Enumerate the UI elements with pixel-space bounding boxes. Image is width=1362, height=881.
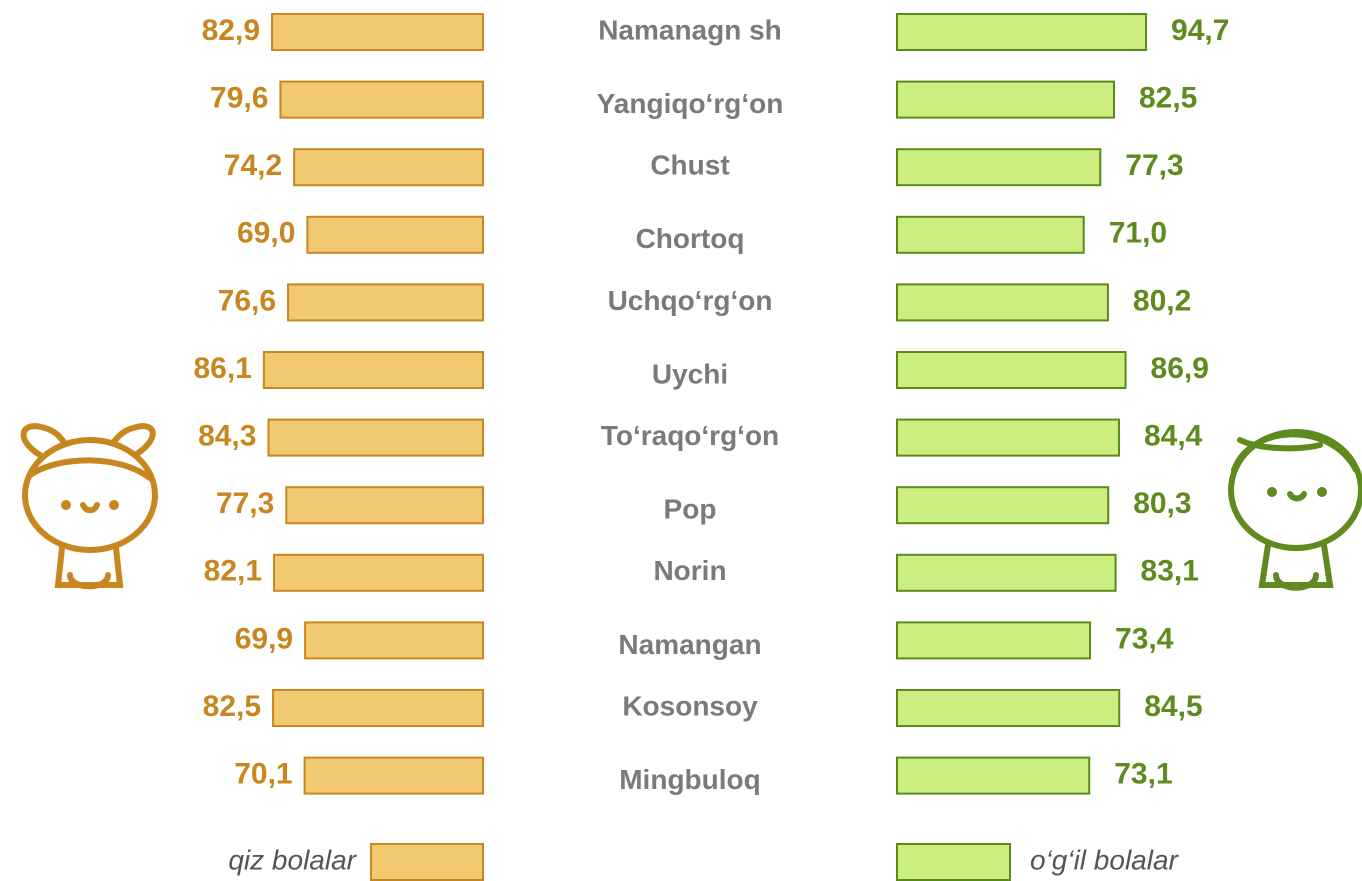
value-label: 83,1 xyxy=(1141,555,1199,588)
value-label: 79,6 xyxy=(210,82,268,115)
bar xyxy=(268,420,483,456)
value-label: 82,9 xyxy=(202,14,260,47)
bar xyxy=(280,82,483,118)
value-label: 94,7 xyxy=(1171,14,1229,47)
bar xyxy=(897,420,1119,456)
category-label: Mingbuloq xyxy=(619,764,761,795)
value-label: 74,2 xyxy=(224,149,282,182)
category-label: Norin xyxy=(653,555,726,586)
bar xyxy=(897,217,1084,253)
value-label: 77,3 xyxy=(216,487,274,520)
bar xyxy=(272,14,483,50)
girl-icon xyxy=(24,426,155,586)
value-label: 82,5 xyxy=(203,690,261,723)
bar xyxy=(897,758,1089,794)
bar xyxy=(897,352,1126,388)
value-label: 80,3 xyxy=(1133,487,1191,520)
category-label: Uychi xyxy=(652,358,728,389)
category-label: Chust xyxy=(650,150,729,181)
category-label: Pop xyxy=(664,494,717,525)
bar xyxy=(897,149,1100,185)
value-label: 70,1 xyxy=(234,758,292,791)
bar xyxy=(897,690,1119,726)
legend-swatch xyxy=(371,844,483,880)
bar xyxy=(274,555,483,591)
bar xyxy=(305,758,483,794)
value-label: 69,9 xyxy=(235,622,293,655)
category-label: Namanagn sh xyxy=(598,14,782,45)
bar xyxy=(897,82,1114,118)
bar xyxy=(286,487,483,523)
bar xyxy=(897,622,1090,658)
bar xyxy=(273,690,483,726)
value-label: 73,1 xyxy=(1114,758,1172,791)
value-label: 82,5 xyxy=(1139,82,1197,115)
bar xyxy=(307,217,483,253)
value-label: 77,3 xyxy=(1125,149,1183,182)
category-label: Kosonsoy xyxy=(622,690,758,721)
value-label: 76,6 xyxy=(218,284,276,317)
legend-label: qiz bolalar xyxy=(228,844,357,875)
category-label: Uchqo‘rg‘on xyxy=(608,285,773,316)
category-label: Namangan xyxy=(618,629,761,660)
bar xyxy=(897,555,1116,591)
bar xyxy=(294,149,483,185)
bar xyxy=(897,14,1146,50)
value-label: 84,3 xyxy=(198,420,256,453)
chart: Namanagn sh Yangiqo‘rg‘on Chust Chortoq Uchq… xyxy=(0,0,1362,881)
category-label: Yangiqo‘rg‘on xyxy=(597,88,784,119)
value-label: 86,9 xyxy=(1151,352,1209,385)
legend-label: o‘g‘il bolalar xyxy=(1030,844,1180,875)
bar xyxy=(288,284,483,320)
category-label: Chortoq xyxy=(636,223,745,254)
value-label: 73,4 xyxy=(1115,622,1174,655)
bar xyxy=(264,352,483,388)
bar xyxy=(897,284,1108,320)
value-label: 69,0 xyxy=(237,217,295,250)
bar xyxy=(305,622,483,658)
legend-swatch xyxy=(897,844,1010,880)
value-label: 80,2 xyxy=(1133,284,1191,317)
value-label: 86,1 xyxy=(193,352,251,385)
value-label: 71,0 xyxy=(1109,217,1167,250)
value-label: 82,1 xyxy=(204,555,262,588)
bar xyxy=(897,487,1108,523)
value-label: 84,5 xyxy=(1144,690,1202,723)
category-label: To‘raqo‘rg‘on xyxy=(601,420,779,451)
boy-icon xyxy=(1231,432,1361,588)
value-label: 84,4 xyxy=(1144,420,1203,453)
